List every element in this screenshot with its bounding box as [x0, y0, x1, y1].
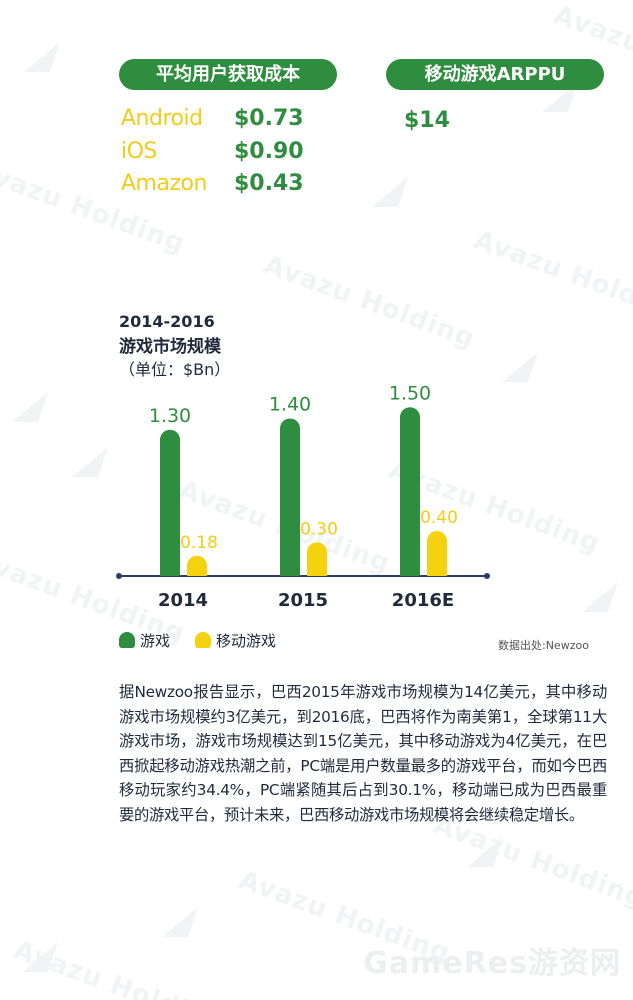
- legend-swatch-mobile-games: [195, 632, 211, 648]
- bar-mobile-games-2016E: [427, 531, 447, 576]
- legend-label-mobile-games: 移动游戏: [216, 632, 277, 650]
- x-axis-end-dot: [484, 573, 490, 579]
- arppu-section-title: 移动游戏ARPPU: [386, 59, 604, 90]
- cost-platform-ios: iOS: [121, 139, 157, 164]
- chart-unit: （单位：$Bn）: [119, 360, 231, 379]
- x-tick-2014: 2014: [158, 590, 208, 611]
- watermark-logo-icon: [372, 177, 408, 207]
- legend-item-games: 游戏: [119, 630, 170, 651]
- data-source: 数据出处:Newzoo: [498, 639, 589, 652]
- watermark-text: Avazu Holding: [469, 225, 633, 330]
- data-label-mobile-games-2016E: 0.40: [420, 508, 458, 528]
- x-tick-2015: 2015: [278, 590, 328, 611]
- watermark-logo-icon: [162, 907, 198, 937]
- data-label-games-2016E: 1.50: [389, 382, 431, 404]
- bar-games-2014: [160, 429, 180, 576]
- x-tick-2016E: 2016E: [392, 590, 454, 611]
- chart-title: 游戏市场规模: [119, 337, 221, 357]
- description-paragraph: 据Newzoo报告显示，巴西2015年游戏市场规模为14亿美元，其中移动游戏市场…: [119, 683, 607, 824]
- chart-year-range: 2014-2016: [119, 312, 215, 331]
- data-label-mobile-games-2015: 0.30: [300, 519, 338, 539]
- corner-watermark: GameRes游资网: [363, 946, 621, 981]
- cost-platform-amazon: Amazon: [121, 171, 207, 196]
- bar-mobile-games-2014: [187, 555, 207, 576]
- bar-games-2016E: [400, 407, 420, 576]
- arppu-value: $14: [404, 108, 450, 133]
- cost-value-amazon: $0.43: [234, 171, 304, 196]
- data-label-mobile-games-2014: 0.18: [180, 533, 218, 553]
- data-label-games-2015: 1.40: [269, 394, 311, 416]
- watermark-logo-icon: [502, 352, 538, 382]
- cost-platform-android: Android: [121, 106, 203, 131]
- watermark-logo-icon: [22, 942, 58, 972]
- watermark-text: Avazu Holding: [9, 935, 230, 1000]
- watermark-logo-icon: [467, 837, 503, 867]
- legend-swatch-games: [119, 632, 135, 648]
- data-label-games-2014: 1.30: [149, 405, 191, 427]
- bar-games-2015: [280, 418, 300, 576]
- legend-label-games: 游戏: [140, 632, 171, 650]
- watermark-text: Avazu Holding: [259, 250, 480, 355]
- x-axis-start-dot: [116, 573, 122, 579]
- watermark-logo-icon: [24, 42, 60, 72]
- cost-value-android: $0.73: [234, 106, 304, 131]
- market-size-chart: 1.30 1.40 1.50 0.18 0.30 0.40 2014 2015 2016E: [116, 382, 490, 611]
- bar-mobile-games-2015: [307, 542, 327, 576]
- legend-item-mobile-games: 移动游戏: [195, 630, 276, 651]
- cost-value-ios: $0.90: [234, 139, 304, 164]
- cost-section-title: 平均用户获取成本: [119, 59, 337, 90]
